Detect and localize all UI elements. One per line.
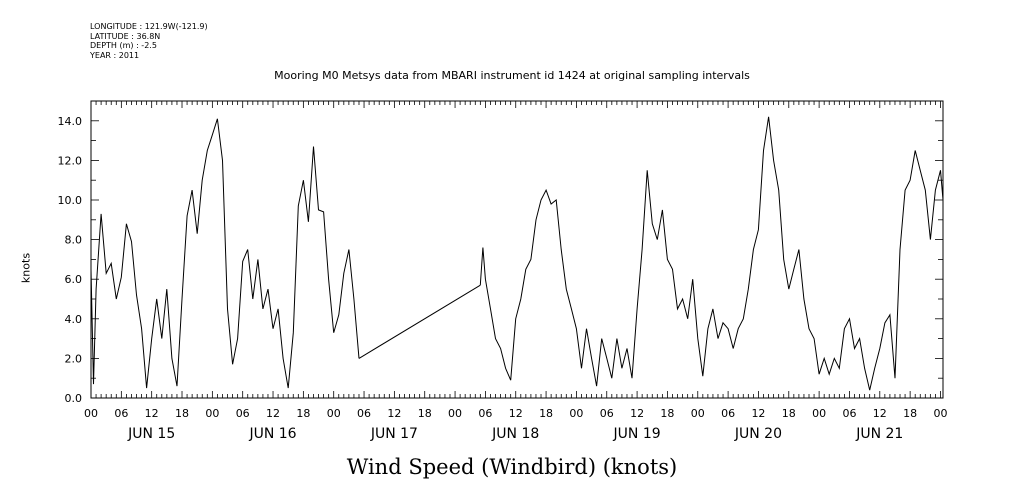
x-day-label: JUN 21 [855, 426, 903, 442]
x-day-label: JUN 18 [491, 426, 539, 442]
x-tick-label: 06 [114, 407, 128, 420]
x-tick-label: 06 [236, 407, 250, 420]
x-day-label: JUN 17 [370, 426, 418, 442]
y-tick-label: 2.0 [65, 352, 83, 365]
x-tick-label: 12 [266, 407, 280, 420]
x-tick-label: 00 [327, 407, 341, 420]
x-tick-label: 12 [145, 407, 159, 420]
wind-speed-line [479, 116, 944, 391]
plot-frame [90, 100, 944, 399]
y-tick-label: 0.0 [65, 392, 83, 405]
x-tick-label: 00 [448, 407, 462, 420]
x-tick-label: 00 [569, 407, 583, 420]
latitude-text: LATITUDE : 36.8N [90, 31, 161, 41]
x-tick-label: 06 [842, 407, 856, 420]
location-metadata: LONGITUDE : 121.9W(-121.9) LATITUDE : 36… [90, 22, 208, 60]
x-tick-label: 06 [600, 407, 614, 420]
depth-text: DEPTH (m) : -2.5 [90, 41, 157, 50]
gap-interpolation-line [358, 284, 481, 359]
x-tick-label: 00 [84, 407, 98, 420]
y-tick-label: 6.0 [65, 273, 83, 286]
x-tick-label: 18 [903, 407, 917, 420]
x-tick-label: 12 [509, 407, 523, 420]
y-tick-label: 14.0 [58, 115, 83, 128]
x-tick-label: 06 [357, 407, 371, 420]
x-tick-label: 18 [296, 407, 310, 420]
x-tick-label: 18 [418, 407, 432, 420]
plot-axes [90, 100, 944, 399]
x-tick-label: 00 [812, 407, 826, 420]
x-tick-label: 00 [933, 407, 947, 420]
wind-speed-line [90, 118, 360, 389]
x-axis-title: Wind Speed (Windbird) (knots) [346, 455, 678, 479]
x-tick-label: 18 [660, 407, 674, 420]
y-tick-label: 8.0 [65, 234, 83, 247]
y-tick-label: 12.0 [58, 154, 83, 167]
x-day-label: JUN 16 [248, 426, 296, 442]
x-tick-label: 18 [539, 407, 553, 420]
x-tick-label: 12 [751, 407, 765, 420]
tick-labels: 0.0 2.0 4.0 6.0 8.0 10.0 12.0 14.0 00 06 12 18 00 06 1… [58, 115, 948, 442]
x-tick-label: 00 [205, 407, 219, 420]
x-tick-label: 06 [478, 407, 492, 420]
year-text: YEAR : 2011 [90, 50, 140, 60]
x-day-label: JUN 15 [127, 426, 175, 442]
x-tick-label: 18 [782, 407, 796, 420]
x-tick-label: 12 [873, 407, 887, 420]
chart-title: Mooring M0 Metsys data from MBARI instru… [274, 69, 750, 82]
axis-ticks [90, 100, 943, 399]
x-day-label: JUN 19 [613, 426, 661, 442]
x-tick-label: 18 [175, 407, 189, 420]
longitude-text: LONGITUDE : 121.9W(-121.9) [90, 22, 208, 31]
data-series [90, 116, 944, 391]
x-tick-label: 00 [691, 407, 705, 420]
x-tick-label: 12 [630, 407, 644, 420]
x-day-label: JUN 20 [734, 426, 782, 442]
x-tick-label: 06 [721, 407, 735, 420]
y-tick-label: 10.0 [58, 194, 83, 207]
x-tick-label: 12 [387, 407, 401, 420]
y-tick-label: 4.0 [65, 313, 83, 326]
